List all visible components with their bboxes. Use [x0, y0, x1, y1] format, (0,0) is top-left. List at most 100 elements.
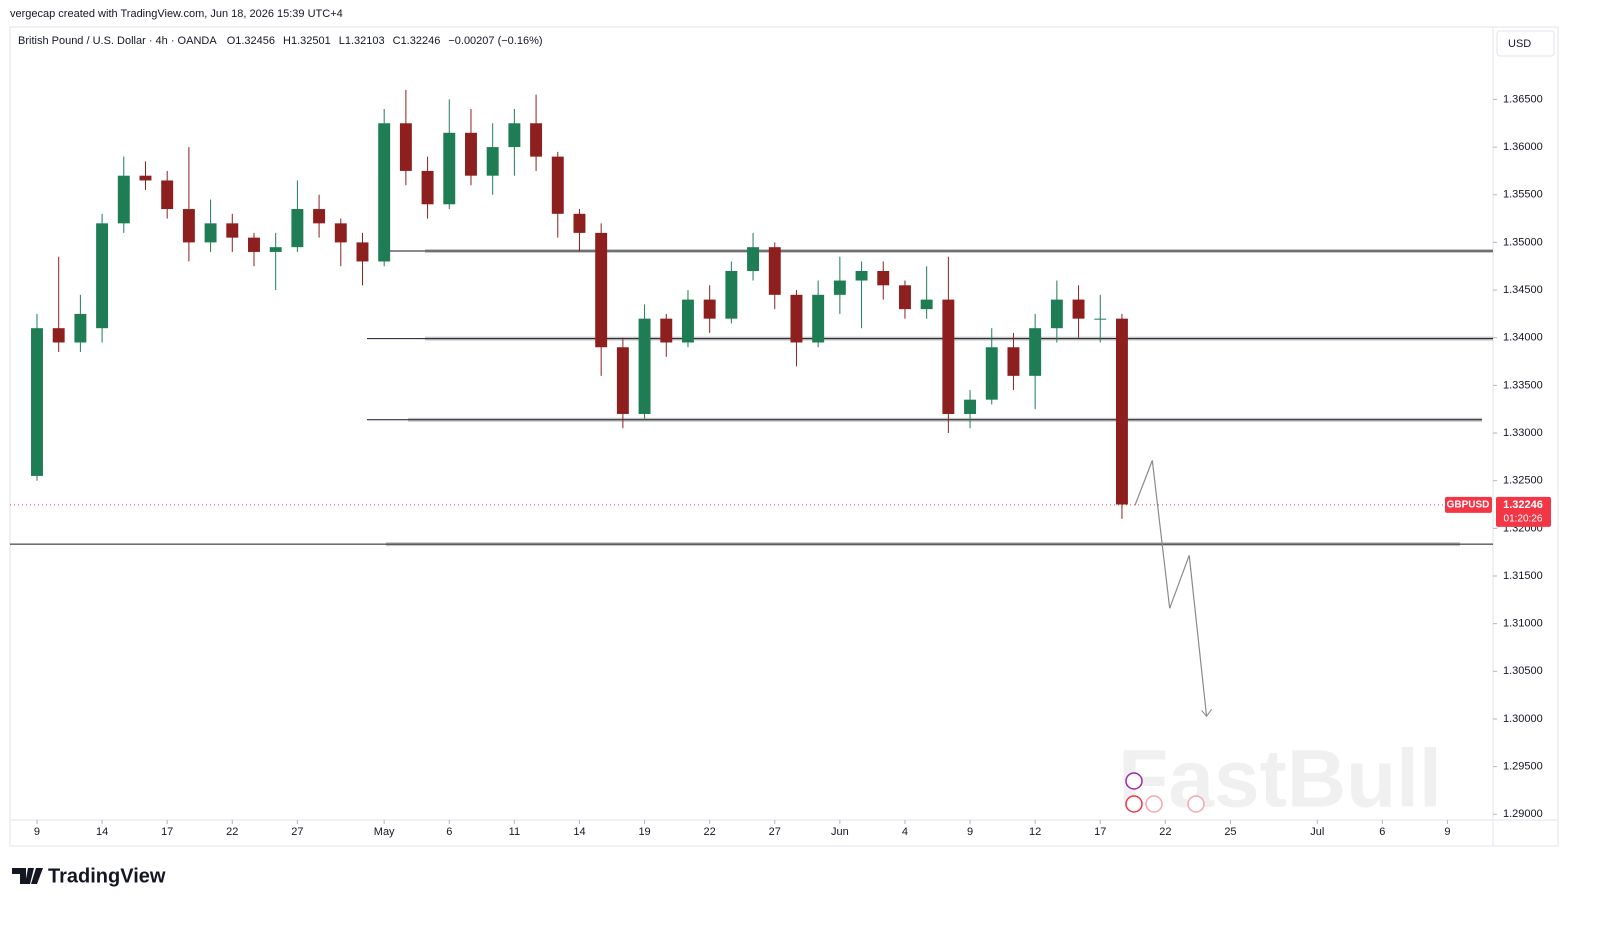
- candle-body: [1094, 318, 1107, 320]
- x-tick-label: 9: [1444, 826, 1450, 838]
- event-icon: [1125, 795, 1143, 813]
- ohlc-value: L1.32103: [339, 35, 385, 47]
- x-tick-label: 22: [226, 826, 238, 838]
- ohlc-value: O1.32456: [227, 35, 275, 47]
- ohlc-legend: O1.32456 H1.32501 L1.32103 C1.32246 −0.00207…: [227, 35, 543, 47]
- candle-body: [660, 318, 673, 343]
- logo-text: TradingView: [48, 865, 166, 887]
- candle-body: [52, 328, 65, 343]
- currency-box[interactable]: [1496, 30, 1555, 57]
- candle-body: [421, 170, 434, 205]
- y-tick-label: 1.34500: [1503, 284, 1543, 296]
- candle-body: [1029, 328, 1042, 376]
- y-tick-label: 1.32500: [1503, 475, 1543, 487]
- candle-body: [747, 247, 760, 271]
- candle-body: [1115, 318, 1128, 505]
- candle-body: [530, 123, 543, 157]
- candle-body: [768, 247, 781, 295]
- candle-body: [920, 299, 933, 310]
- candle-body: [204, 223, 217, 243]
- candle-body: [117, 175, 130, 224]
- candle-body: [964, 399, 977, 414]
- x-tick-label: 17: [1094, 826, 1106, 838]
- y-tick-label: 1.35500: [1503, 189, 1543, 201]
- candle-body: [985, 347, 998, 400]
- event-icon: [1187, 795, 1205, 813]
- candle-body: [313, 209, 326, 224]
- x-tick-label: 4: [902, 826, 908, 838]
- x-tick-label: 9: [34, 826, 40, 838]
- candle-body: [638, 318, 651, 414]
- header: vergecap created with TradingView.com, J…: [10, 8, 343, 20]
- candle-body: [877, 271, 890, 286]
- y-tick-label: 1.31500: [1503, 570, 1543, 582]
- projection: [1134, 460, 1208, 717]
- x-tick-label: 12: [1029, 826, 1041, 838]
- candle-body: [248, 237, 260, 252]
- candle-body: [486, 147, 499, 176]
- countdown: 01:20:26: [1504, 514, 1543, 525]
- candle-body: [291, 209, 304, 248]
- ohlc-value: −0.00207 (−0.16%): [448, 35, 542, 47]
- ohlc-value: C1.32246: [393, 35, 441, 47]
- y-tick-label: 1.35000: [1503, 236, 1543, 248]
- symbol-label: GBPUSD: [1447, 500, 1490, 511]
- ohlc-value: H1.32501: [283, 35, 331, 47]
- currency[interactable]: USD: [1508, 38, 1531, 50]
- candle-body: [812, 294, 825, 343]
- x-tick-label: Jul: [1310, 826, 1324, 838]
- watermark: FastBull: [1118, 734, 1441, 825]
- y-tick-label: 1.36500: [1503, 93, 1543, 105]
- candle-body: [855, 271, 868, 281]
- candle-body: [356, 242, 369, 262]
- x-tick-label: 6: [446, 826, 452, 838]
- candle-body: [703, 299, 716, 319]
- candle-body: [898, 285, 911, 310]
- y-tick-label: 1.33000: [1503, 427, 1543, 439]
- x-tick-label: 17: [161, 826, 173, 838]
- x-tick-label: May: [374, 826, 395, 838]
- candle-body: [269, 247, 282, 252]
- candle-body: [681, 299, 694, 343]
- logo-icon: [12, 868, 43, 884]
- symbol-box: [1445, 496, 1492, 513]
- projection-arrow: [1201, 709, 1212, 718]
- candle-body: [399, 123, 412, 171]
- x-tick-label: 27: [291, 826, 303, 838]
- candle-body: [74, 313, 87, 343]
- x-tick-label: 14: [573, 826, 585, 838]
- candle-body: [1050, 299, 1063, 329]
- last-price: 1.32246: [1503, 499, 1543, 511]
- frame: [9, 26, 1559, 847]
- y-tick-label: 1.30000: [1503, 713, 1543, 725]
- candle-body: [508, 123, 521, 148]
- candle-body: [139, 175, 152, 181]
- candle-body: [182, 209, 195, 243]
- candle-body: [378, 123, 391, 262]
- chart-title: British Pound / U.S. Dollar · 4h · OANDA: [18, 35, 217, 47]
- candle-body: [942, 299, 955, 414]
- candle-body: [790, 294, 803, 343]
- candle-body: [1072, 299, 1085, 319]
- candle-body: [96, 223, 109, 329]
- x-tick-label: 14: [96, 826, 108, 838]
- y-tick-label: 1.29000: [1503, 808, 1543, 820]
- candle-body: [334, 223, 347, 243]
- candle-body: [161, 180, 174, 210]
- y-tick-label: 1.31000: [1503, 618, 1543, 630]
- y-tick-label: 1.36000: [1503, 141, 1543, 153]
- candle-body: [465, 132, 477, 176]
- x-tick-label: 19: [638, 826, 650, 838]
- candle-body: [573, 213, 586, 233]
- candle-body: [226, 223, 239, 238]
- candle-body: [725, 271, 738, 319]
- y-tick-label: 1.30500: [1503, 665, 1543, 677]
- y-tick-label: 1.33500: [1503, 379, 1543, 391]
- y-tick-label: 1.34000: [1503, 332, 1543, 344]
- candle-body: [443, 132, 456, 205]
- candle-body: [833, 280, 846, 295]
- x-tick-label: 11: [509, 826, 520, 838]
- x-tick-label: 22: [704, 826, 716, 838]
- x-tick-label: 25: [1224, 826, 1236, 838]
- x-tick-label: 6: [1379, 826, 1385, 838]
